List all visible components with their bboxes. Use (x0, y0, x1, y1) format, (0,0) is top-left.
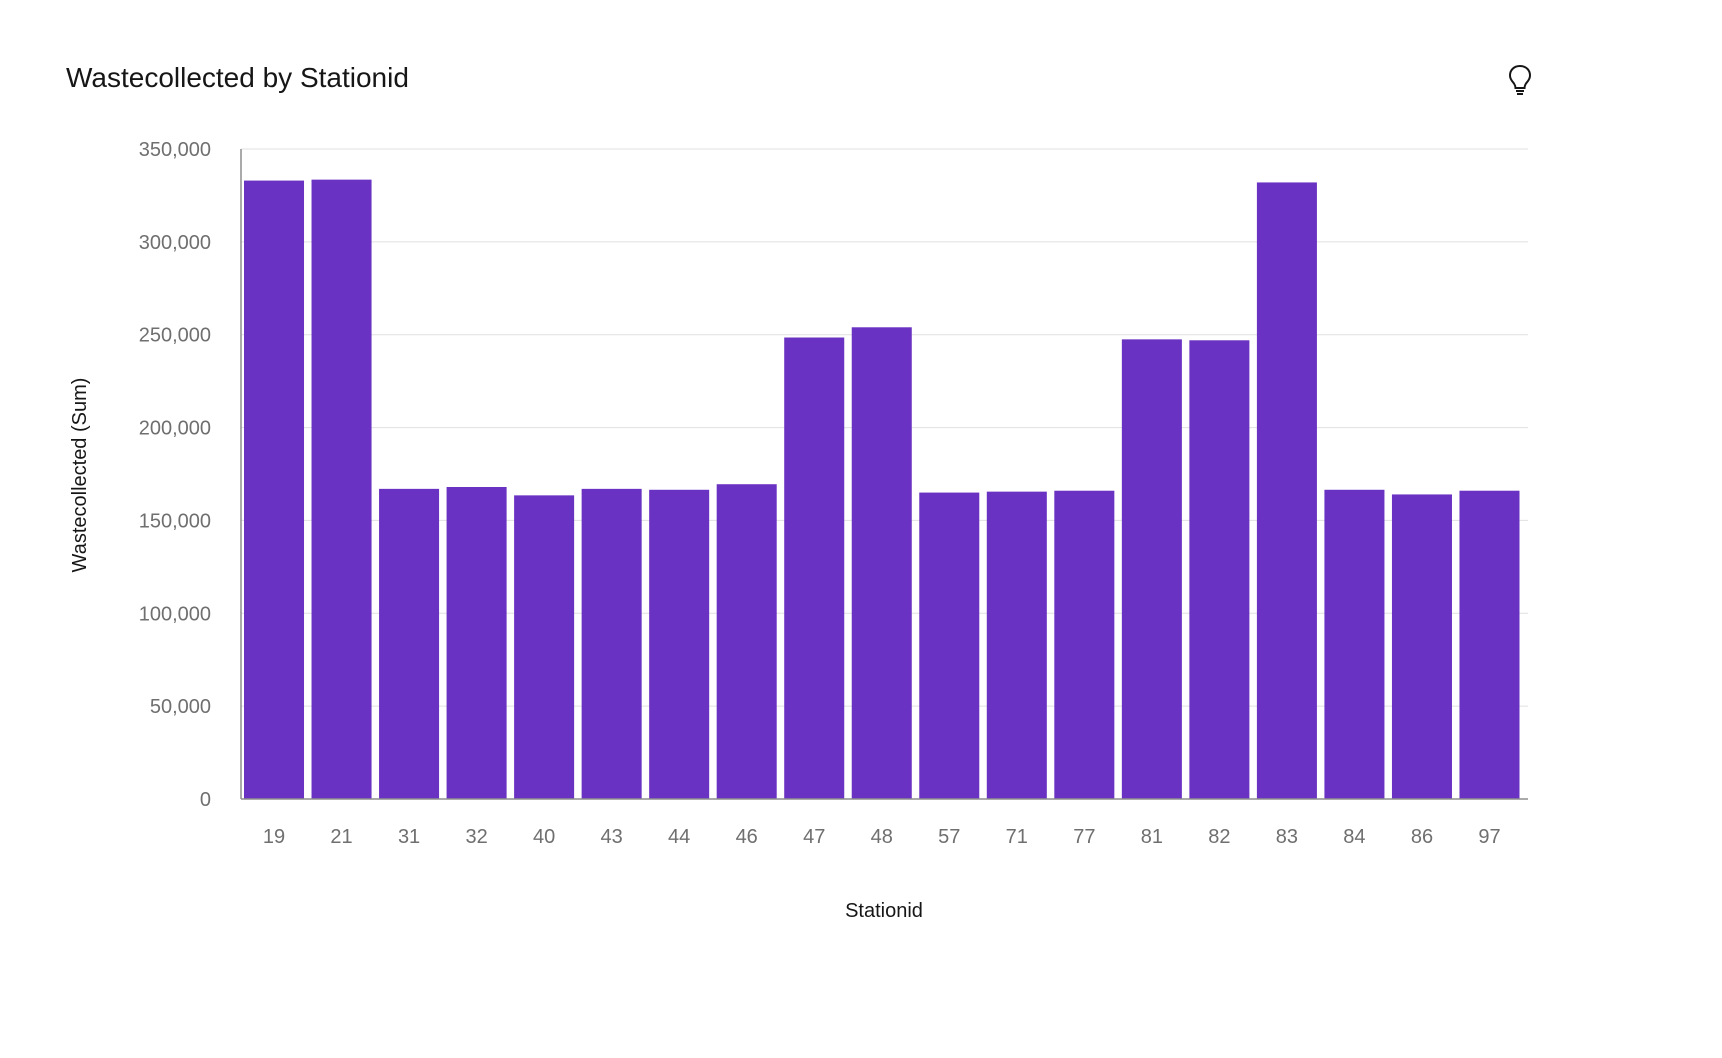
x-tick-label: 40 (533, 826, 555, 848)
y-tick-label: 0 (200, 789, 211, 811)
lightbulb-icon (1508, 64, 1532, 95)
x-tick-label: 32 (465, 826, 487, 848)
x-tick-labels: 19 21 31 32 40 43 44 46 47 48 57 71 77 81 82 83 84 86 97 (263, 826, 1501, 848)
x-tick-label: 82 (1208, 826, 1230, 848)
bar-71[interactable] (986, 491, 1047, 799)
bar-47[interactable] (784, 337, 845, 800)
y-tick-label: 200,000 (139, 418, 211, 440)
x-tick-label: 47 (803, 826, 825, 848)
x-tick-label: 83 (1276, 826, 1298, 848)
x-tick-label: 77 (1073, 826, 1095, 848)
bar-77[interactable] (1054, 490, 1115, 799)
bar-48[interactable] (851, 327, 912, 799)
bar-81[interactable] (1121, 339, 1182, 799)
y-tick-label: 250,000 (139, 325, 211, 347)
bars (244, 179, 1520, 800)
bar-21[interactable] (311, 179, 372, 800)
x-tick-label: 43 (601, 826, 623, 848)
x-tick-label: 31 (398, 826, 420, 848)
y-tick-label: 150,000 (139, 510, 211, 532)
x-tick-label: 44 (668, 826, 690, 848)
bar-46[interactable] (716, 484, 777, 799)
x-tick-label: 81 (1141, 826, 1163, 848)
y-axis-title: Wastecollected (Sum) (69, 378, 91, 573)
bar-32[interactable] (446, 487, 507, 799)
bar-83[interactable] (1256, 182, 1317, 799)
x-tick-label: 46 (736, 826, 758, 848)
bar-40[interactable] (514, 495, 575, 799)
y-tick-label: 350,000 (139, 139, 211, 161)
x-tick-label: 48 (871, 826, 893, 848)
bar-31[interactable] (379, 488, 440, 799)
x-axis-title: Stationid (845, 900, 923, 922)
bar-43[interactable] (581, 488, 642, 799)
y-tick-label: 100,000 (139, 603, 211, 625)
chart-title: Wastecollected by Stationid (66, 62, 409, 93)
x-tick-label: 57 (938, 826, 960, 848)
insight-button[interactable] (1504, 62, 1536, 98)
y-tick-label: 300,000 (139, 232, 211, 254)
bar-57[interactable] (919, 492, 980, 799)
bar-82[interactable] (1189, 340, 1250, 799)
x-tick-label: 71 (1006, 826, 1028, 848)
y-tick-label: 50,000 (150, 696, 211, 718)
x-tick-label: 21 (330, 826, 352, 848)
x-tick-label: 86 (1411, 826, 1433, 848)
x-tick-label: 97 (1478, 826, 1500, 848)
x-tick-label: 19 (263, 826, 285, 848)
bar-84[interactable] (1324, 489, 1385, 799)
axes (240, 149, 1528, 800)
y-tick-labels: 0 50,000 100,000 150,000 200,000 250,000 300,0… (139, 139, 211, 811)
bar-97[interactable] (1459, 490, 1520, 799)
bar-44[interactable] (649, 489, 710, 799)
bar-86[interactable] (1391, 494, 1452, 799)
x-tick-label: 84 (1343, 826, 1365, 848)
bar-19[interactable] (244, 180, 305, 800)
